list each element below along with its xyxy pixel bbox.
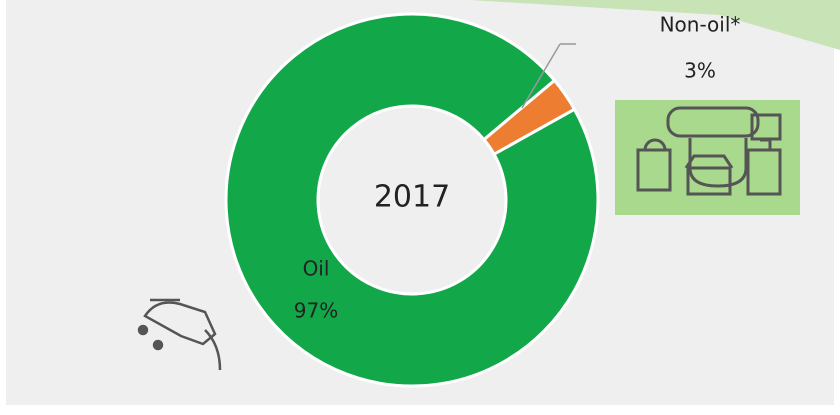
value-label: 97% <box>294 299 338 323</box>
non-oil-icon <box>615 100 800 215</box>
value-label: 3% <box>684 59 716 83</box>
center-label: 2017 <box>374 180 450 215</box>
slice-label: Oil <box>303 257 330 281</box>
chart: 2017 Oil 97% Non-oil* 3% <box>0 0 840 415</box>
slice-label: Non-oil* <box>660 13 741 37</box>
